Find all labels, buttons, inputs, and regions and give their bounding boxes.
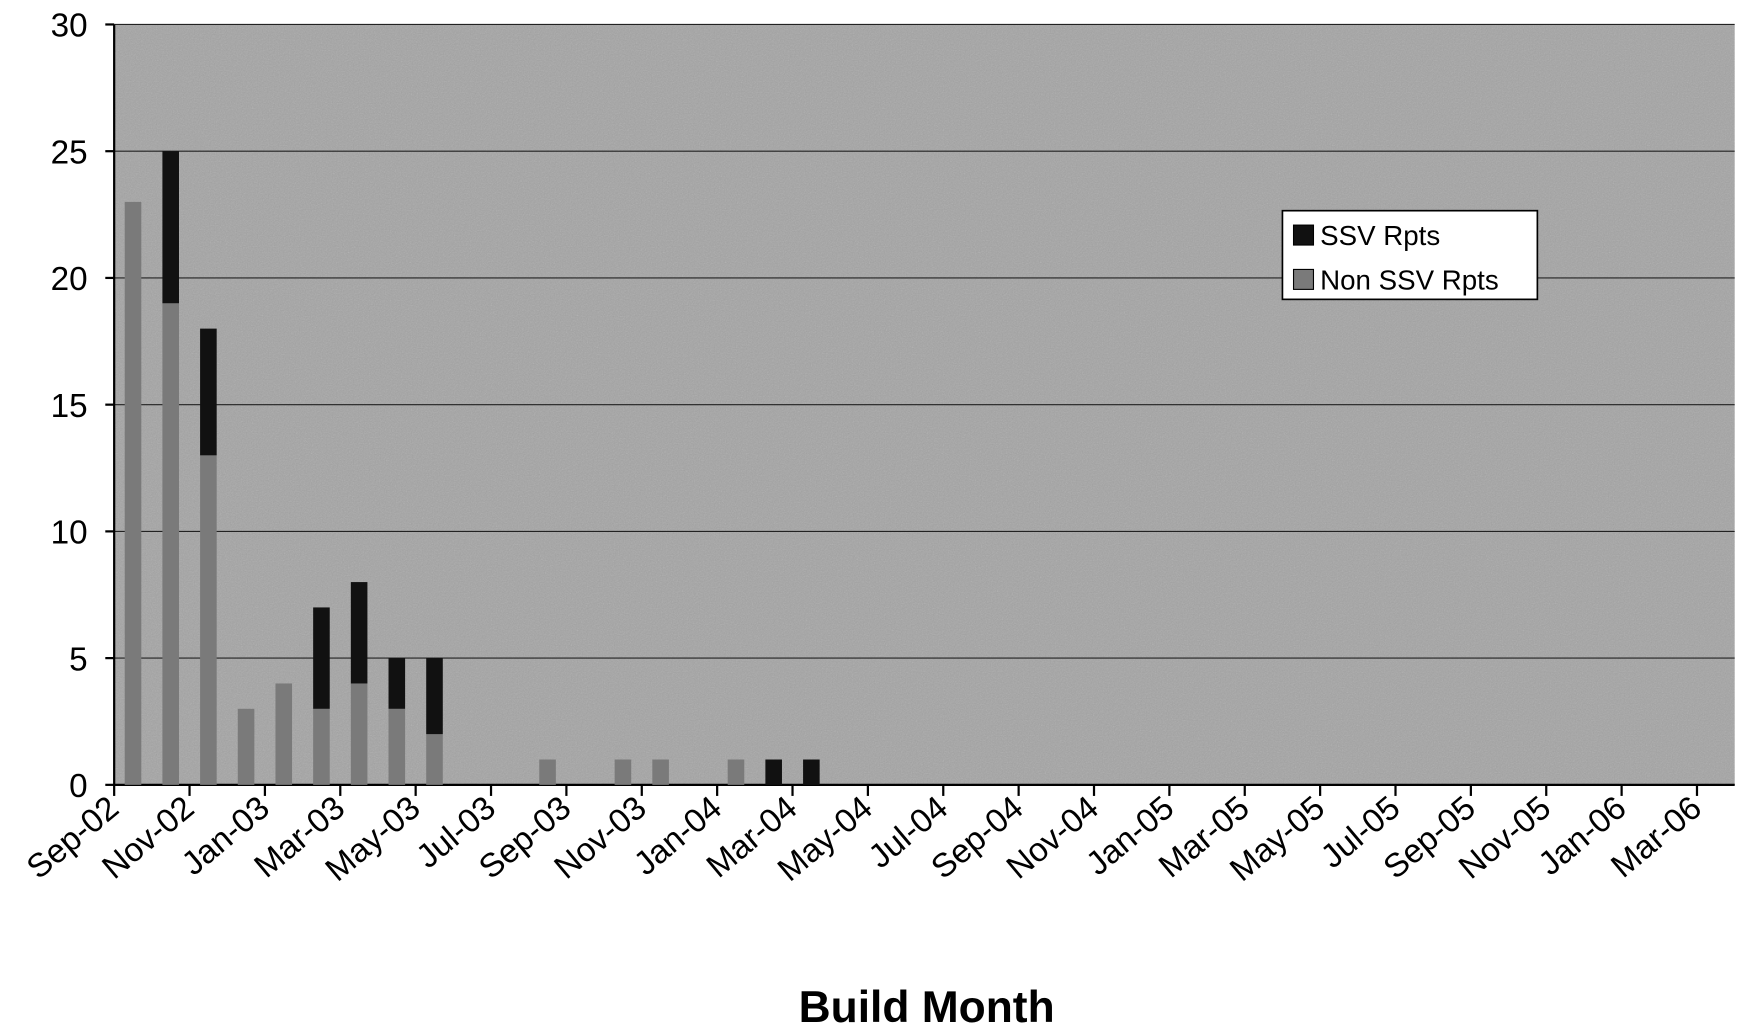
bar-segment <box>803 759 820 785</box>
y-tick-label: 20 <box>51 261 88 298</box>
bar-segment <box>200 328 217 456</box>
bar-segment <box>275 683 293 785</box>
bar-segment <box>350 582 368 684</box>
y-tick-label: 5 <box>69 641 88 678</box>
legend-label: Non SSV Rpts <box>1320 264 1499 295</box>
bar-segment <box>313 708 330 785</box>
bar-segment <box>162 303 179 785</box>
bar-segment <box>727 759 745 785</box>
bar-segment <box>614 759 632 785</box>
legend-box <box>1281 209 1539 301</box>
y-tick-label: 15 <box>51 388 88 425</box>
bar-segment <box>388 658 406 709</box>
bar-segment <box>162 151 179 304</box>
y-tick-label: 10 <box>51 515 88 552</box>
legend-swatch <box>1292 268 1315 290</box>
bar-segment <box>388 708 406 785</box>
legend-label: SSV Rpts <box>1320 220 1440 251</box>
bar-segment <box>765 759 782 785</box>
legend-swatch <box>1292 224 1315 246</box>
y-tick-label: 30 <box>51 8 88 45</box>
bar-segment <box>237 708 255 785</box>
bar-segment <box>539 759 556 785</box>
y-tick-label: 25 <box>51 134 88 171</box>
x-axis-title: Build Month <box>799 983 1055 1031</box>
bar-segment <box>652 759 669 785</box>
bar-segment <box>426 658 443 735</box>
bar-segment <box>124 201 142 785</box>
y-tick-label: 0 <box>69 768 88 805</box>
bar-segment <box>200 455 217 785</box>
bar-segment <box>426 734 443 785</box>
bar-segment <box>313 607 330 709</box>
bar-segment <box>350 683 368 785</box>
